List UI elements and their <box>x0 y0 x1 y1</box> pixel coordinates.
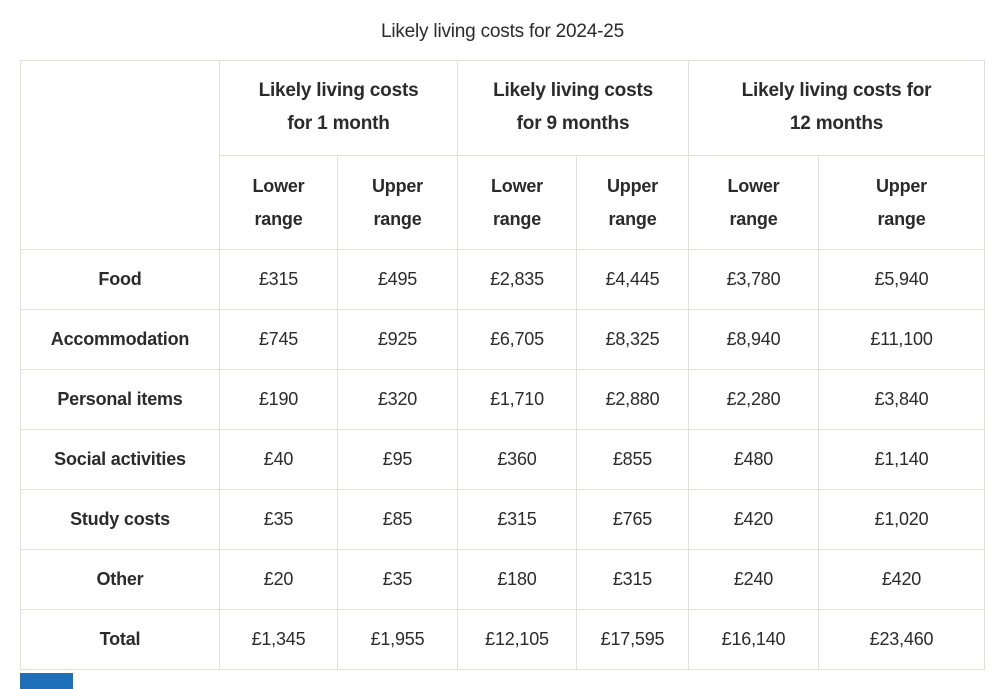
cost-cell: £2,280 <box>688 369 819 430</box>
table-row-food: Food £315 £495 £2,835 £4,445 £3,780 £5,9… <box>20 249 985 310</box>
cost-cell: £6,705 <box>457 309 577 370</box>
cost-cell: £4,445 <box>576 249 689 310</box>
cost-cell: £8,940 <box>688 309 819 370</box>
cost-cell: £12,105 <box>457 609 577 670</box>
subheader-12-months-upper: Upper range <box>818 155 985 250</box>
cost-cell: £745 <box>219 309 338 370</box>
cost-cell: £5,940 <box>818 249 985 310</box>
cost-cell: £1,955 <box>337 609 458 670</box>
row-label: Social activities <box>20 429 220 490</box>
cost-cell: £3,840 <box>818 369 985 430</box>
column-group-1-month: Likely living costs for 1 month <box>219 60 458 156</box>
cost-cell: £320 <box>337 369 458 430</box>
subheader-9-months-upper: Upper range <box>576 155 689 250</box>
row-label: Other <box>20 549 220 610</box>
cost-cell: £190 <box>219 369 338 430</box>
row-label: Study costs <box>20 489 220 550</box>
group-header-line: for 9 months <box>516 113 630 134</box>
group-header-line: Likely living costs for <box>741 80 932 102</box>
group-header-line: Likely living costs <box>258 80 419 102</box>
subheader-12-months-lower: Lower range <box>688 155 819 250</box>
cost-cell: £95 <box>337 429 458 490</box>
page-title: Likely living costs for 2024-25 <box>380 21 625 42</box>
row-label: Total <box>20 609 220 670</box>
cost-cell: £480 <box>688 429 819 490</box>
cost-cell: £1,020 <box>818 489 985 550</box>
cost-cell: £315 <box>219 249 338 310</box>
cost-cell: £495 <box>337 249 458 310</box>
cost-cell: £420 <box>688 489 819 550</box>
group-header-line: Likely living costs <box>493 80 653 102</box>
table-row-personal-items: Personal items £190 £320 £1,710 £2,880 £… <box>20 369 985 430</box>
cost-cell: £315 <box>457 489 577 550</box>
cost-cell: £180 <box>457 549 577 610</box>
cost-cell: £8,325 <box>576 309 689 370</box>
cost-cell: £925 <box>337 309 458 370</box>
cost-cell: £2,835 <box>457 249 577 310</box>
cost-cell: £1,140 <box>818 429 985 490</box>
group-header-line: 12 months <box>789 113 884 134</box>
subheader-1-month-lower: Lower range <box>219 155 338 250</box>
cost-cell: £85 <box>337 489 458 550</box>
table-row-social-activities: Social activities £40 £95 £360 £855 £480… <box>20 429 985 490</box>
cost-cell: £2,880 <box>576 369 689 430</box>
cost-cell: £765 <box>576 489 689 550</box>
cost-cell: £11,100 <box>818 309 985 370</box>
column-group-12-months: Likely living costs for 12 months <box>688 60 985 156</box>
cost-cell: £35 <box>337 549 458 610</box>
cost-cell: £40 <box>219 429 338 490</box>
cost-cell: £855 <box>576 429 689 490</box>
cost-cell: £16,140 <box>688 609 819 670</box>
cost-cell: £17,595 <box>576 609 689 670</box>
subheader-1-month-upper: Upper range <box>337 155 458 250</box>
cost-cell: £1,345 <box>219 609 338 670</box>
cut-off-blue-element[interactable] <box>20 673 73 689</box>
table-row-total: Total £1,345 £1,955 £12,105 £17,595 £16,… <box>20 609 985 670</box>
corner-cell <box>20 60 220 250</box>
cost-cell: £35 <box>219 489 338 550</box>
cost-cell: £23,460 <box>818 609 985 670</box>
group-header-line: for 1 month <box>287 113 390 134</box>
cost-cell: £315 <box>576 549 689 610</box>
table-row-other: Other £20 £35 £180 £315 £240 £420 <box>20 549 985 610</box>
row-label: Personal items <box>20 369 220 430</box>
table-row-accommodation: Accommodation £745 £925 £6,705 £8,325 £8… <box>20 309 985 370</box>
cost-cell: £1,710 <box>457 369 577 430</box>
cost-cell: £420 <box>818 549 985 610</box>
subheader-9-months-lower: Lower range <box>457 155 577 250</box>
cost-cell: £360 <box>457 429 577 490</box>
cost-cell: £3,780 <box>688 249 819 310</box>
cost-cell: £240 <box>688 549 819 610</box>
row-label: Accommodation <box>20 309 220 370</box>
living-costs-table: Likely living costs for 1 month Likely l… <box>20 60 985 670</box>
column-group-9-months: Likely living costs for 9 months <box>457 60 689 156</box>
table-row-study-costs: Study costs £35 £85 £315 £765 £420 £1,02… <box>20 489 985 550</box>
cost-cell: £20 <box>219 549 338 610</box>
row-label: Food <box>20 249 220 310</box>
